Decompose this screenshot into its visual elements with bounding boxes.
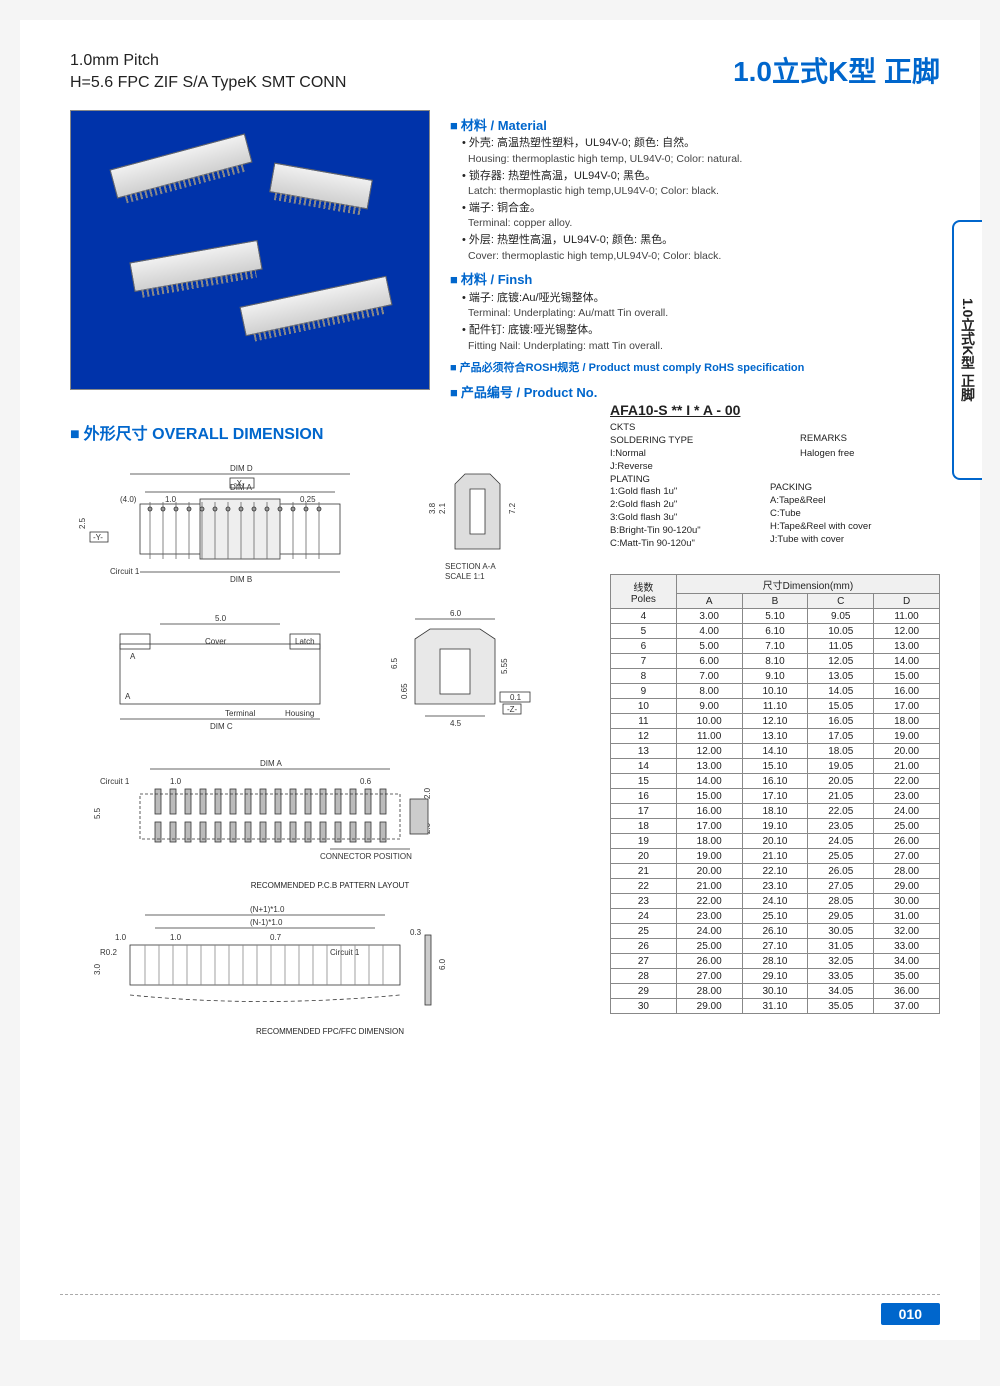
drawing-pcb: Circuit 1 DIM A 1.0 0.6 5.5 2.0 2.0 CONN… bbox=[70, 744, 530, 874]
svg-text:Circuit 1: Circuit 1 bbox=[110, 567, 140, 576]
svg-text:A: A bbox=[130, 652, 136, 661]
svg-text:SCALE 1:1: SCALE 1:1 bbox=[445, 572, 485, 581]
svg-text:1.0: 1.0 bbox=[115, 933, 127, 942]
drawing-section: 3.8 2.1 7.2 SECTION A-A SCALE 1:1 bbox=[425, 454, 535, 594]
svg-text:DIM A: DIM A bbox=[230, 483, 252, 492]
dimension-heading: 外形尺寸 OVERALL DIMENSION bbox=[70, 420, 590, 444]
svg-text:(N+1)*1.0: (N+1)*1.0 bbox=[250, 905, 285, 914]
svg-text:0.7: 0.7 bbox=[270, 933, 282, 942]
svg-text:5.0: 5.0 bbox=[215, 614, 227, 623]
svg-text:4.5: 4.5 bbox=[450, 719, 462, 728]
svg-text:R0.2: R0.2 bbox=[100, 948, 117, 957]
svg-text:1.0: 1.0 bbox=[165, 495, 177, 504]
svg-text:3.8: 3.8 bbox=[428, 503, 437, 515]
fpc-caption: RECOMMENDED FPC/FFC DIMENSION bbox=[70, 1027, 590, 1036]
svg-text:0.3: 0.3 bbox=[410, 928, 422, 937]
drawing-side: 5.0 A Cover Latch A DIM C Terminal Housi… bbox=[70, 604, 370, 734]
specs-block: 材料 / Material 外壳: 高温热塑性塑料，UL94V-0; 颜色: 自… bbox=[450, 110, 940, 403]
svg-text:Latch: Latch bbox=[295, 637, 315, 646]
svg-text:5.5: 5.5 bbox=[93, 808, 102, 820]
svg-text:(4.0): (4.0) bbox=[120, 495, 137, 504]
svg-text:6.0: 6.0 bbox=[438, 959, 447, 971]
pcb-caption: RECOMMENDED P.C.B PATTERN LAYOUT bbox=[70, 881, 590, 890]
page-number: 010 bbox=[881, 1303, 940, 1325]
svg-text:A: A bbox=[125, 692, 131, 701]
svg-text:CONNECTOR POSITION: CONNECTOR POSITION bbox=[320, 852, 412, 861]
page-title: 1.0立式K型 正脚 bbox=[733, 50, 940, 90]
svg-text:-Y-: -Y- bbox=[93, 533, 103, 542]
part-number-legend: CKTSSOLDERING TYPEI:NormalJ:ReversePLATI… bbox=[610, 422, 940, 562]
svg-text:1.0: 1.0 bbox=[170, 933, 182, 942]
svg-text:Terminal: Terminal bbox=[225, 709, 255, 718]
part-number: AFA10-S ** I * A - 00 bbox=[610, 402, 940, 418]
svg-text:0.65: 0.65 bbox=[400, 683, 409, 699]
svg-text:7.2: 7.2 bbox=[508, 503, 517, 515]
svg-text:Circuit 1: Circuit 1 bbox=[100, 777, 130, 786]
side-tab: 1.0立式K型 正脚 bbox=[952, 220, 982, 480]
svg-text:Circuit 1: Circuit 1 bbox=[330, 948, 360, 957]
svg-text:6.5: 6.5 bbox=[390, 658, 399, 670]
svg-text:DIM B: DIM B bbox=[230, 575, 252, 584]
svg-text:0.6: 0.6 bbox=[360, 777, 372, 786]
svg-text:1.0: 1.0 bbox=[170, 777, 182, 786]
svg-text:DIM A: DIM A bbox=[260, 759, 282, 768]
product-photo bbox=[70, 110, 430, 390]
svg-text:SECTION A-A: SECTION A-A bbox=[445, 562, 496, 571]
svg-text:Housing: Housing bbox=[285, 709, 314, 718]
svg-text:DIM D: DIM D bbox=[230, 464, 253, 473]
svg-text:3.0: 3.0 bbox=[93, 964, 102, 976]
svg-text:-Z-: -Z- bbox=[507, 705, 518, 714]
drawing-fpc: (N+1)*1.0 (N-1)*1.0 1.0 1.0 0.7 R0.2 3.0… bbox=[70, 900, 530, 1020]
svg-text:2.5: 2.5 bbox=[78, 518, 87, 530]
svg-text:DIM C: DIM C bbox=[210, 722, 233, 731]
svg-text:(N-1)*1.0: (N-1)*1.0 bbox=[250, 918, 283, 927]
drawing-top: DIM D -X- DIM A (4.0) 1.0 0.25 2.5 -Y- C… bbox=[70, 454, 410, 594]
drawing-side2: 6.0 6.5 0.65 5.55 4.5 0.1 -Z- bbox=[385, 604, 535, 734]
svg-text:2.1: 2.1 bbox=[438, 503, 447, 515]
svg-text:0.25: 0.25 bbox=[300, 495, 316, 504]
svg-text:0.1: 0.1 bbox=[510, 693, 522, 702]
dimension-table: 线数 Poles尺寸Dimension(mm) ABCD 43.005.109.… bbox=[610, 574, 940, 1014]
svg-text:Cover: Cover bbox=[205, 637, 227, 646]
svg-text:5.55: 5.55 bbox=[500, 658, 509, 674]
svg-text:6.0: 6.0 bbox=[450, 609, 462, 618]
header-subtitle: 1.0mm Pitch H=5.6 FPC ZIF S/A TypeK SMT … bbox=[70, 50, 346, 95]
svg-text:2.0: 2.0 bbox=[423, 788, 432, 800]
